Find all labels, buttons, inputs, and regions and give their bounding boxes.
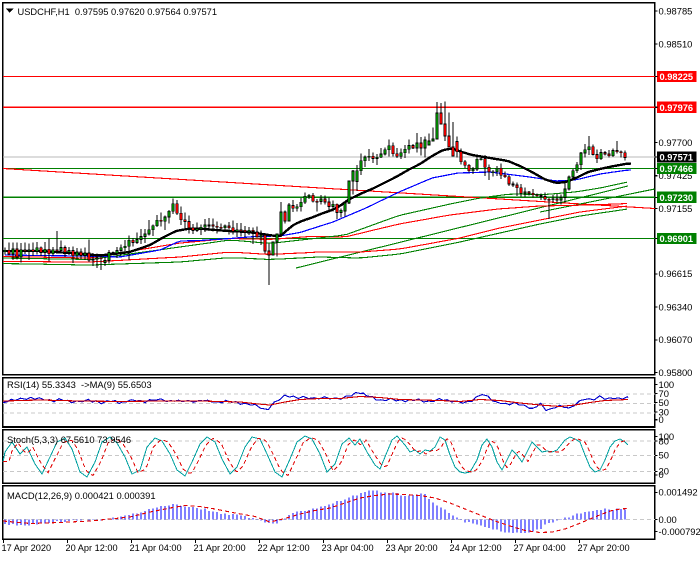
svg-text:USDCHF,H1 0.97595 0.97620 0.9: USDCHF,H1 0.97595 0.97620 0.97564 0.9757… xyxy=(18,7,218,17)
svg-text:Stoch(5,3,3) 67.5610 73.9546: Stoch(5,3,3) 67.5610 73.9546 xyxy=(7,434,131,445)
svg-text:22 Apr 12:00: 22 Apr 12:00 xyxy=(258,543,310,553)
svg-text:24 Apr 12:00: 24 Apr 12:00 xyxy=(450,543,502,553)
svg-text:0.97571: 0.97571 xyxy=(660,153,694,163)
svg-text:0.97155: 0.97155 xyxy=(659,203,693,214)
svg-text:0.98785: 0.98785 xyxy=(659,5,693,16)
svg-text:50: 50 xyxy=(659,450,669,461)
svg-text:0: 0 xyxy=(659,414,664,425)
svg-text:23 Apr 20:00: 23 Apr 20:00 xyxy=(386,543,438,553)
svg-text:0.96340: 0.96340 xyxy=(659,302,693,313)
svg-text:0.00: 0.00 xyxy=(659,514,677,525)
svg-text:23 Apr 04:00: 23 Apr 04:00 xyxy=(322,543,374,553)
svg-text:RSI(14) 55.3343 ->MA(9) 55.65: RSI(14) 55.3343 ->MA(9) 55.6503 xyxy=(7,379,152,390)
svg-text:0.97466: 0.97466 xyxy=(660,164,694,174)
svg-text:0.96901: 0.96901 xyxy=(660,234,694,244)
svg-text:0.97230: 0.97230 xyxy=(660,193,694,203)
svg-text:21 Apr 20:00: 21 Apr 20:00 xyxy=(194,543,246,553)
svg-text:-0.000792: -0.000792 xyxy=(659,526,700,537)
svg-text:0.98225: 0.98225 xyxy=(660,72,694,82)
svg-text:0.96615: 0.96615 xyxy=(659,268,693,279)
svg-text:27 Apr 04:00: 27 Apr 04:00 xyxy=(514,543,566,553)
svg-text:20 Apr 12:00: 20 Apr 12:00 xyxy=(66,543,118,553)
svg-text:0.97700: 0.97700 xyxy=(659,137,693,148)
svg-text:0: 0 xyxy=(659,469,664,480)
svg-text:0.98510: 0.98510 xyxy=(659,38,693,49)
svg-text:80: 80 xyxy=(659,435,669,446)
svg-text:27 Apr 20:00: 27 Apr 20:00 xyxy=(578,543,630,553)
svg-text:0.97976: 0.97976 xyxy=(660,103,694,113)
svg-text:0.96070: 0.96070 xyxy=(659,334,693,345)
svg-text:0.95800: 0.95800 xyxy=(659,367,693,378)
svg-text:17 Apr 2020: 17 Apr 2020 xyxy=(2,543,52,553)
svg-text:0.001492: 0.001492 xyxy=(659,487,698,498)
svg-text:MACD(12,26,9) 0.000421 0.00039: MACD(12,26,9) 0.000421 0.000391 xyxy=(7,490,156,501)
svg-text:21 Apr 04:00: 21 Apr 04:00 xyxy=(130,543,182,553)
